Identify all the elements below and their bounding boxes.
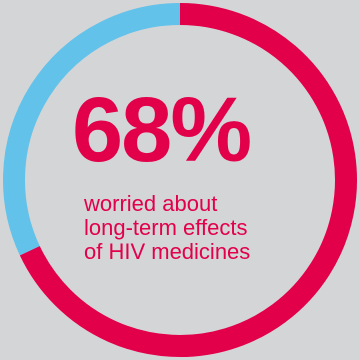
caption-text: worried about long-term effects of HIV m…	[84, 192, 304, 264]
caption-line-3: of HIV medicines	[84, 239, 251, 264]
caption-line-1: worried about	[84, 191, 218, 216]
percentage-value: 68%	[72, 79, 252, 181]
donut-slice-worried	[19, 3, 357, 357]
donut-slice-not-worried	[3, 3, 181, 256]
caption-line-2: long-term effects	[84, 215, 248, 240]
